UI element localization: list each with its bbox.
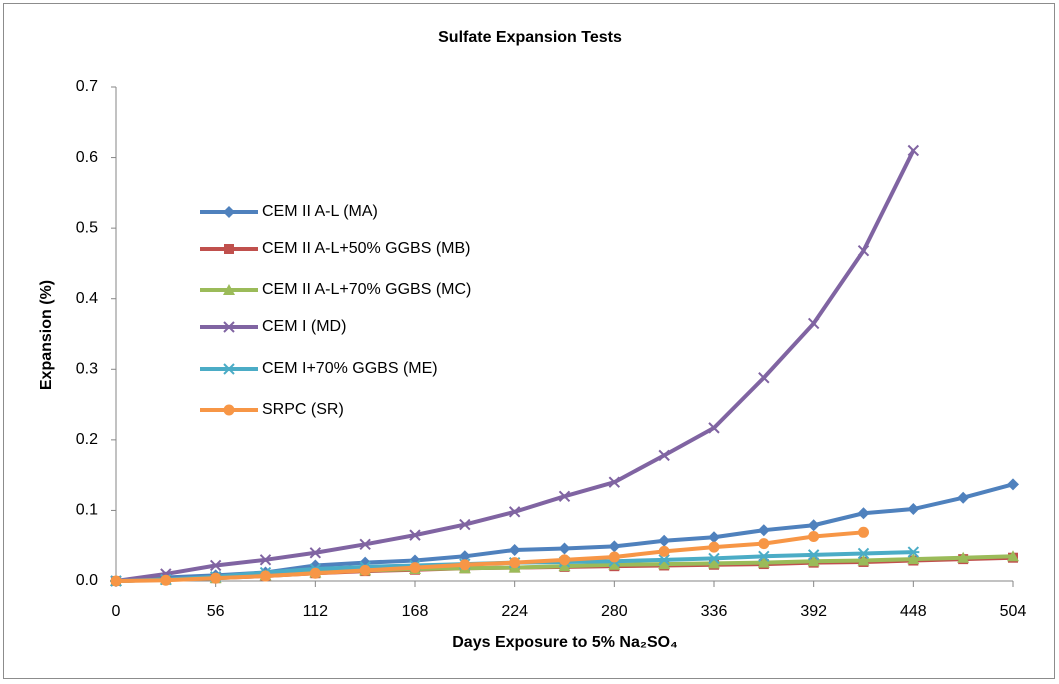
data-point [658,554,671,566]
x-axis-label: Days Exposure to 5% Na₂SO₄ [452,634,677,651]
data-point [857,554,870,566]
y-tick-label: 0.3 [76,361,98,378]
data-point [359,564,371,576]
data-point [758,372,770,384]
data-point [708,531,720,544]
data-point [757,524,770,537]
y-tick-label: 0.7 [76,78,98,95]
legend-label: CEM I (MD) [262,318,346,335]
x-tick-label: 504 [1000,603,1027,620]
data-point [558,542,571,555]
chart-title: Sulfate Expansion Tests [438,29,622,46]
legend-marker [224,244,234,254]
legend-marker [223,206,235,218]
data-point [559,554,570,566]
data-point [608,551,620,563]
y-tick-label: 0.0 [76,572,98,589]
y-tick-label: 0.1 [76,502,98,519]
data-point [509,557,521,569]
data-point [508,506,521,518]
data-point [110,575,122,587]
data-point [309,567,321,579]
legend-marker [223,284,235,295]
legend-label: CEM II A-L+70% GGBS (MC) [262,281,471,298]
x-tick-label: 392 [800,603,827,620]
data-point [210,572,222,584]
data-point [858,526,869,538]
legend-label: CEM II A-L (MA) [262,203,378,220]
x-tick-label: 112 [303,603,329,620]
x-tick-label: 168 [402,603,429,620]
data-point [1007,550,1019,562]
data-point [558,490,571,503]
data-point [957,551,970,563]
data-point [758,538,770,550]
data-point [708,422,720,434]
y-tick-label: 0.2 [76,431,98,448]
data-point [309,547,322,559]
legend-label: CEM I+70% GGBS (ME) [262,360,438,377]
legend-label: SRPC (SR) [262,401,344,418]
y-tick-label: 0.5 [76,219,98,236]
data-point [608,558,621,570]
legend-marker [223,321,235,333]
x-tick-label: 336 [701,603,728,620]
x-tick-label: 448 [900,603,927,620]
legend-label: CEM II A-L+50% GGBS (MB) [262,240,471,257]
data-point [957,491,970,504]
data-point [857,245,870,257]
data-point [608,540,621,553]
data-point [708,557,720,569]
x-tick-label: 56 [207,603,225,620]
legend-marker [223,404,235,416]
data-point [458,550,471,563]
data-point [260,570,271,582]
data-point [459,559,471,571]
data-point [160,574,172,586]
data-point [807,549,820,561]
x-tick-label: 224 [501,603,528,620]
series-line [115,530,864,583]
data-point [857,547,870,560]
data-point [359,538,371,551]
data-point [757,556,770,568]
y-tick-label: 0.6 [76,149,98,166]
x-tick-label: 280 [601,603,628,620]
y-tick-label: 0.4 [76,290,98,307]
data-point [658,534,671,547]
data-point [907,144,920,157]
data-point [259,554,272,566]
data-point [658,449,670,462]
data-point [409,529,421,541]
data-point [857,507,870,520]
data-point [508,543,521,556]
data-point [907,546,920,558]
data-point [409,562,421,574]
data-point [708,552,720,565]
data-point [807,317,820,330]
data-point [907,503,920,516]
data-point [708,541,720,553]
data-point [907,553,920,565]
data-point [209,559,222,572]
x-tick-label: 0 [112,603,121,620]
data-point [608,476,621,488]
data-point [808,531,820,543]
data-point [807,555,820,567]
y-axis-label: Expansion (%) [38,280,55,390]
legend-marker [223,363,235,375]
data-point [757,550,770,563]
data-point [1007,478,1019,491]
data-point [459,518,471,531]
data-point [807,519,820,532]
data-point [658,558,671,570]
data-point [658,545,670,557]
data-point [558,560,571,572]
